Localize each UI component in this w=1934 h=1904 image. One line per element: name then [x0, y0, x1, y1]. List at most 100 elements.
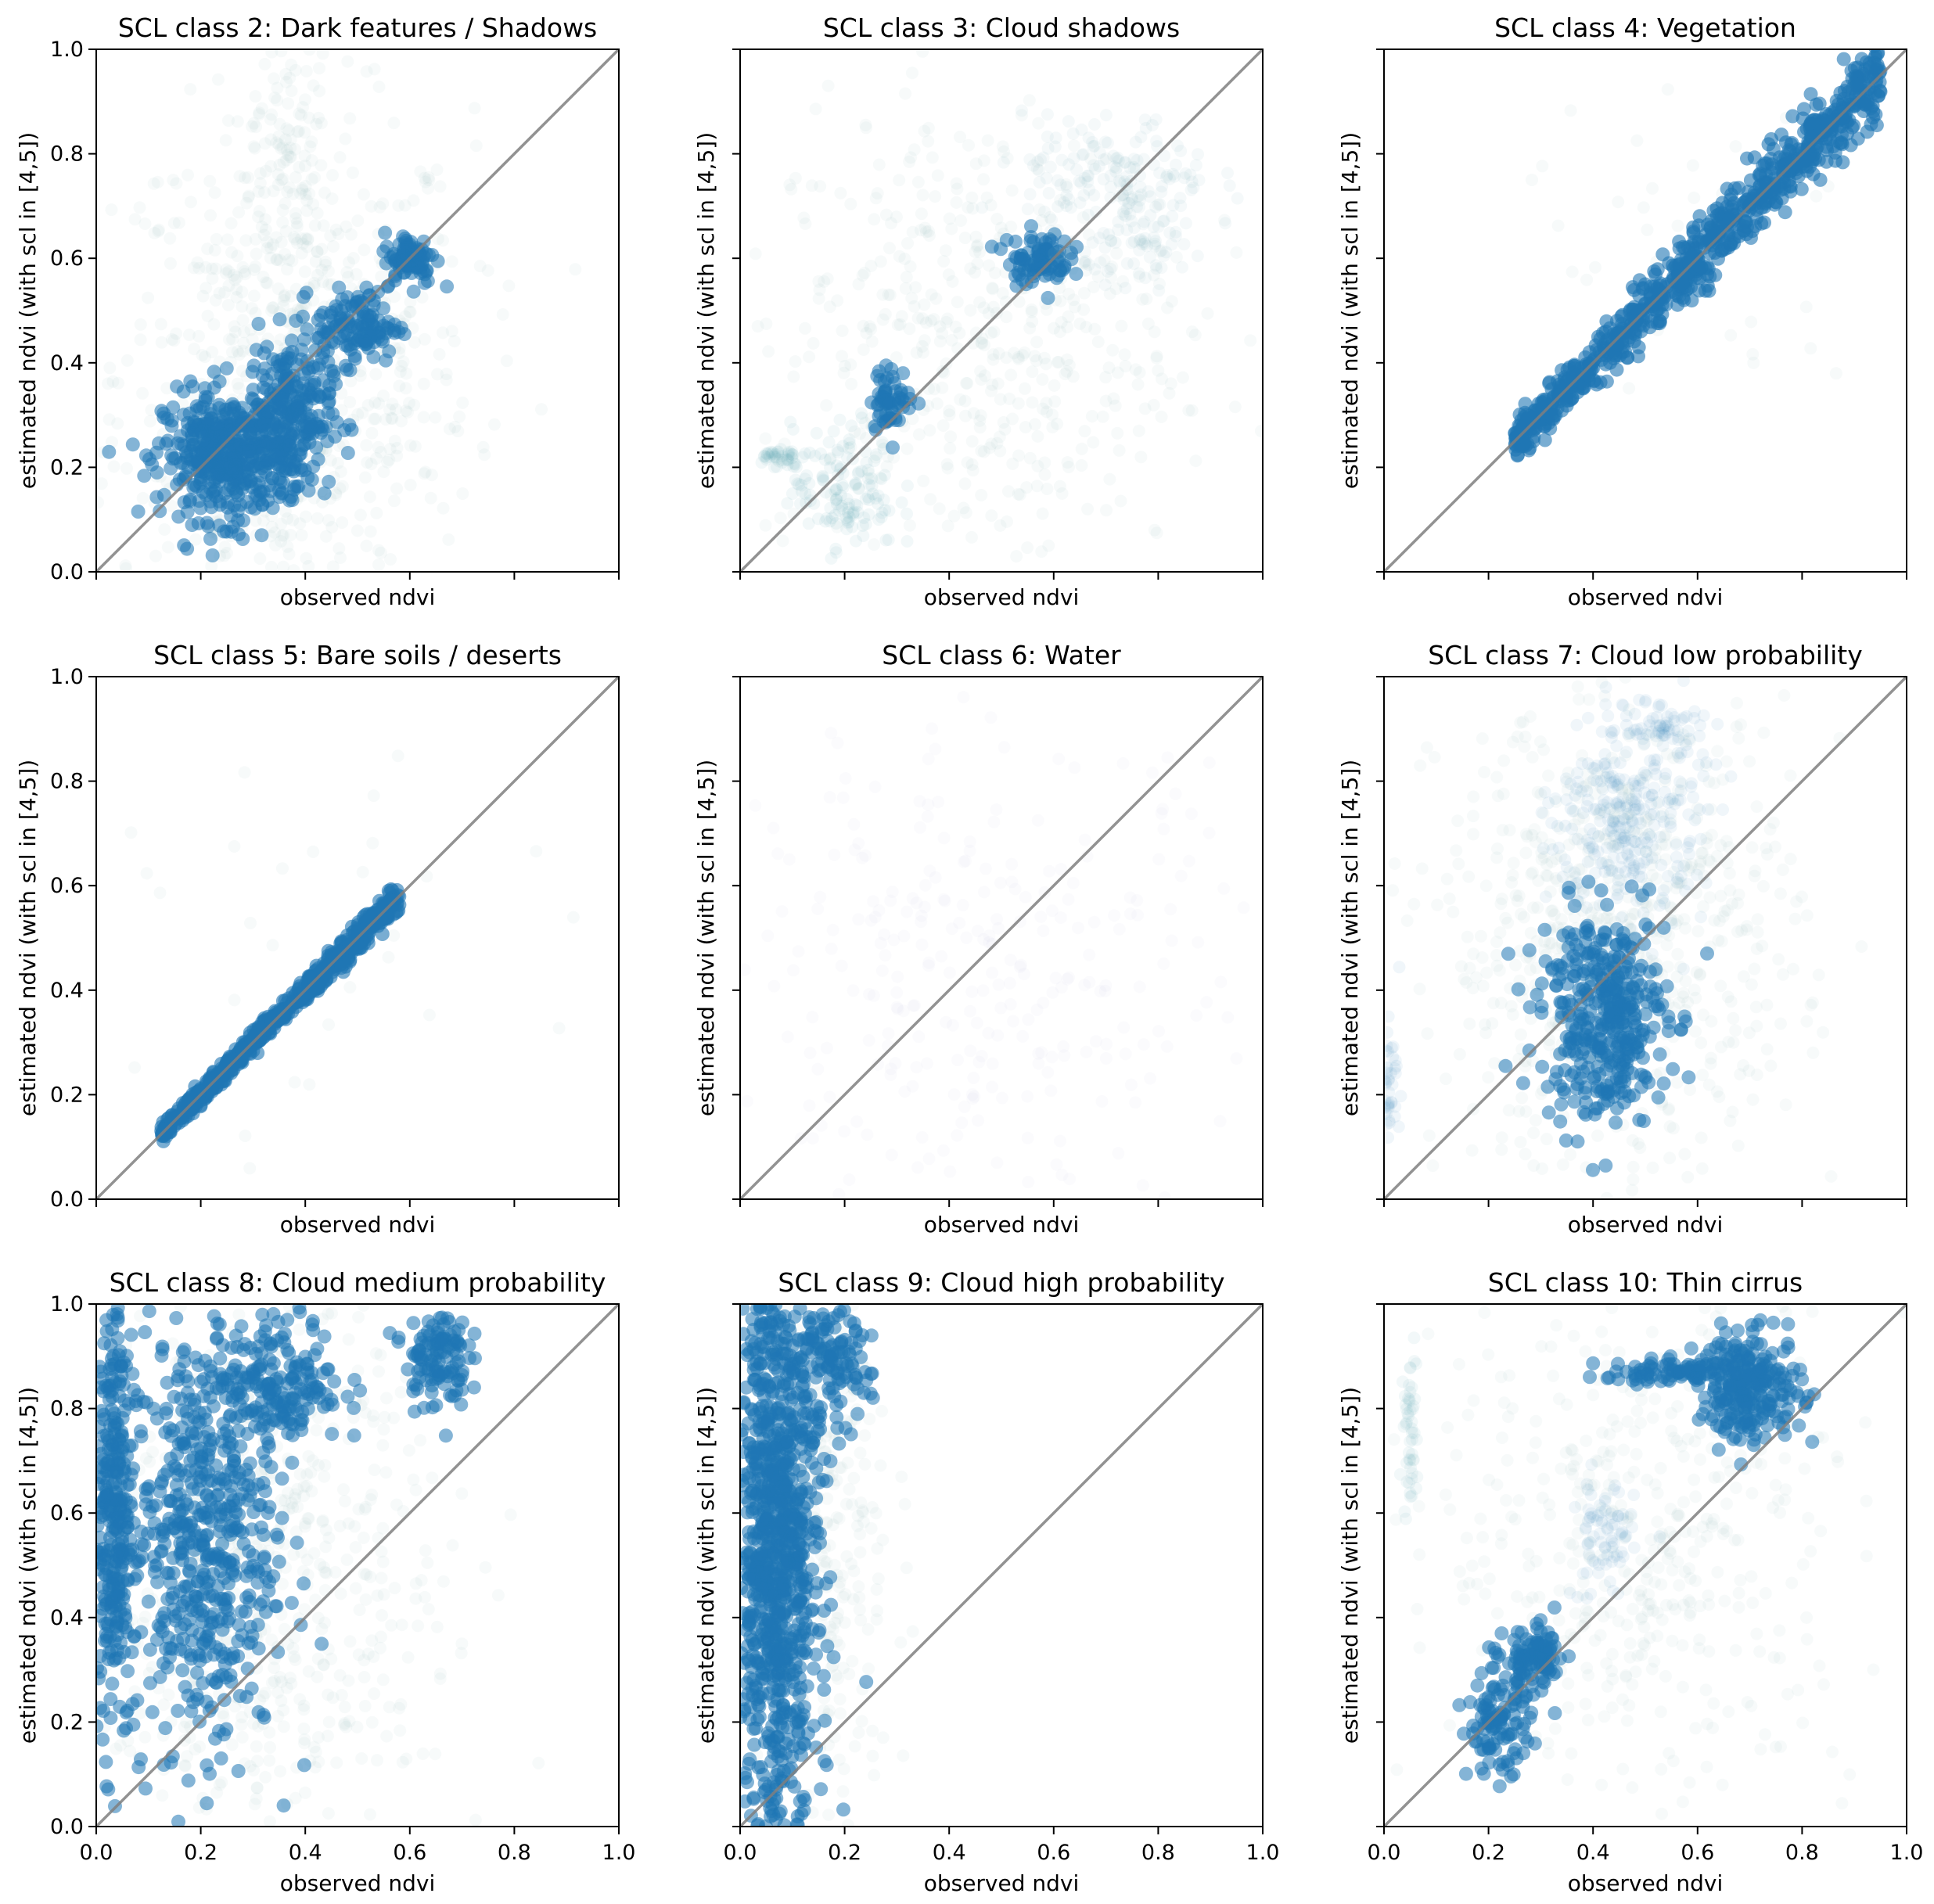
data-point — [1131, 378, 1145, 391]
data-point — [1037, 997, 1050, 1009]
data-point — [1171, 139, 1184, 153]
data-point — [1731, 896, 1744, 910]
data-point — [1082, 208, 1095, 221]
data-point — [954, 393, 967, 406]
data-point — [271, 282, 285, 296]
data-point — [249, 307, 262, 320]
data-point — [247, 289, 261, 303]
data-point — [279, 289, 292, 302]
data-point — [1133, 194, 1146, 207]
data-point — [1037, 924, 1050, 937]
y-tick-label: 0.0 — [50, 1187, 84, 1212]
data-point — [1119, 209, 1132, 222]
data-point — [298, 149, 311, 163]
scatter-points — [1384, 677, 1868, 1199]
data-point — [1118, 156, 1131, 169]
data-point — [1119, 156, 1132, 169]
data-point — [271, 339, 284, 353]
data-point — [1573, 863, 1586, 876]
data-point — [247, 117, 261, 130]
data-point — [1721, 904, 1734, 917]
data-point — [1699, 259, 1714, 274]
data-point — [1008, 882, 1022, 896]
data-point — [924, 493, 937, 506]
data-point — [824, 451, 837, 465]
data-point — [957, 501, 970, 515]
data-point — [136, 491, 149, 505]
data-point — [346, 166, 359, 179]
data-point — [878, 397, 893, 411]
data-point — [333, 944, 347, 959]
data-point — [1030, 480, 1044, 493]
data-point — [111, 417, 124, 430]
data-point — [165, 332, 178, 346]
data-point — [295, 246, 308, 260]
data-point — [805, 179, 818, 192]
data-point — [253, 106, 266, 120]
data-point — [1087, 189, 1101, 202]
data-point — [933, 320, 947, 333]
data-point — [311, 246, 324, 258]
data-point — [904, 151, 918, 164]
data-point — [240, 196, 253, 210]
data-point — [1650, 796, 1663, 810]
data-point — [1124, 1078, 1138, 1091]
data-point — [245, 365, 260, 379]
data-point — [848, 425, 861, 438]
data-point — [953, 326, 966, 339]
data-point — [986, 378, 999, 391]
data-point — [112, 376, 124, 390]
data-point — [1600, 911, 1613, 925]
data-point — [211, 73, 225, 86]
data-point — [285, 58, 298, 71]
data-point — [1134, 233, 1147, 246]
data-point — [1110, 246, 1123, 260]
data-point — [167, 217, 181, 230]
data-point — [1087, 139, 1101, 153]
data-point — [164, 499, 178, 512]
data-point — [900, 905, 914, 918]
data-point — [274, 333, 287, 347]
data-point — [1015, 109, 1028, 122]
data-point — [1080, 850, 1094, 863]
data-point — [289, 232, 302, 246]
data-point — [1223, 179, 1236, 192]
data-point — [820, 512, 833, 525]
data-point — [236, 260, 250, 274]
data-point — [983, 259, 996, 272]
data-point — [286, 254, 299, 268]
data-point — [228, 840, 241, 853]
data-point — [860, 326, 873, 339]
data-point — [1159, 246, 1173, 259]
data-point — [963, 835, 976, 848]
data-point — [957, 855, 970, 868]
data-point — [279, 225, 293, 238]
data-point — [852, 837, 865, 850]
data-point — [1034, 911, 1048, 923]
data-point — [261, 235, 274, 249]
data-point — [1005, 184, 1019, 197]
data-point — [1051, 356, 1064, 369]
data-point — [945, 922, 958, 936]
data-point — [862, 494, 875, 506]
data-point — [390, 441, 404, 454]
data-point — [422, 1008, 436, 1022]
data-point — [1002, 485, 1015, 498]
data-point — [289, 479, 304, 494]
data-point — [1732, 731, 1745, 745]
data-point — [776, 453, 789, 466]
data-point — [760, 317, 773, 330]
data-point — [1036, 373, 1049, 386]
data-point — [994, 876, 1007, 889]
data-point — [1494, 897, 1508, 911]
data-point — [1077, 189, 1091, 202]
data-point — [906, 892, 919, 905]
data-point — [1098, 241, 1112, 254]
data-point — [223, 333, 235, 346]
data-point — [336, 480, 349, 493]
data-point — [1045, 1051, 1059, 1064]
data-point — [1693, 968, 1706, 981]
data-point — [749, 799, 762, 812]
data-point — [976, 984, 990, 997]
data-point — [1055, 1169, 1069, 1181]
